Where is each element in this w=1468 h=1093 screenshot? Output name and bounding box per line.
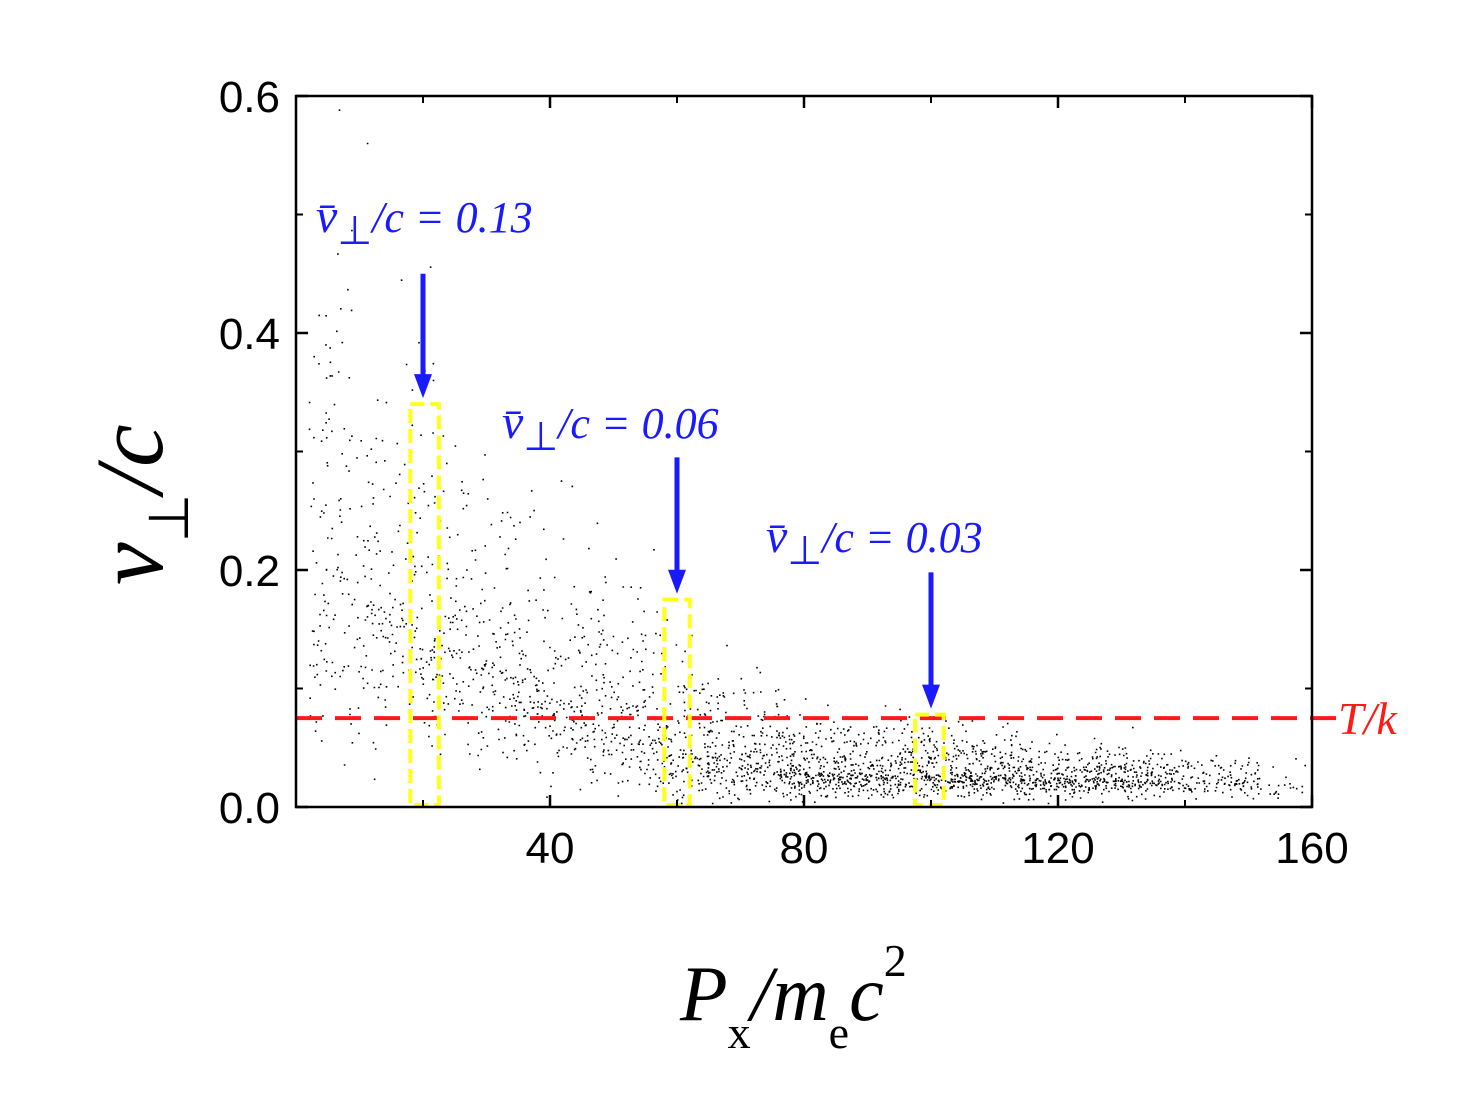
x-tick-label: 80 — [780, 824, 829, 873]
x-axis-title-part: m — [772, 950, 828, 1037]
annotation-perp: ⊥ — [787, 528, 822, 573]
reference-line-label: T/k — [1338, 693, 1398, 744]
annotation-label-3: v̄⊥/c = 0.03 — [766, 510, 983, 573]
annotation-perp: ⊥ — [523, 414, 558, 459]
x-tick-label: 120 — [1021, 824, 1094, 873]
annotation-perp: ⊥ — [337, 208, 372, 253]
x-axis-title-part: x — [728, 1007, 751, 1058]
annotation-arrowhead-1 — [414, 374, 432, 399]
annotation-value: /c = 0.13 — [369, 193, 532, 242]
annotation-label-2: v̄⊥/c = 0.06 — [502, 396, 719, 459]
selection-box-2 — [662, 597, 692, 807]
x-axis-title: Px/mec2 — [679, 935, 907, 1058]
x-axis-title-part: e — [829, 1007, 849, 1058]
selection-box-3 — [913, 712, 946, 808]
annotation-arrowhead-3 — [922, 684, 940, 709]
y-tick-label: 0.4 — [219, 310, 280, 359]
overlays: T/kv̄⊥/c = 0.13v̄⊥/c = 0.06v̄⊥/c = 0.03 — [296, 190, 1398, 808]
y-axis-title: v⊥/c — [76, 424, 201, 585]
x-axis-title-part: P — [679, 950, 728, 1037]
axis-ticks: 40 80 120 160 0.0 0.2 0.4 0.6 — [219, 73, 1349, 873]
annotation-v-bar: v̄ — [316, 190, 338, 243]
y-axis-title-perp: ⊥ — [139, 494, 201, 543]
y-axis-title-text: v⊥/c — [76, 424, 201, 585]
annotation-value: /c = 0.03 — [819, 513, 982, 562]
x-tick-label: 160 — [1275, 824, 1348, 873]
annotation-value: /c = 0.06 — [555, 399, 718, 448]
annotation-v-bar: v̄ — [766, 510, 788, 563]
selection-box-1 — [408, 402, 441, 807]
y-tick-label: 0.2 — [219, 547, 280, 596]
x-tick-label: 40 — [526, 824, 575, 873]
y-axis-title-rest: /c — [76, 424, 183, 498]
annotation-arrowhead-2 — [668, 569, 686, 594]
y-axis-title-v: v — [76, 542, 183, 585]
x-axis-title-part: 2 — [884, 935, 907, 986]
y-tick-label: 0.0 — [219, 784, 280, 833]
annotation-label-1: v̄⊥/c = 0.13 — [316, 190, 533, 253]
x-axis-title-part: c — [849, 950, 884, 1037]
annotation-v-bar: v̄ — [502, 396, 524, 449]
y-tick-label: 0.6 — [219, 73, 280, 122]
